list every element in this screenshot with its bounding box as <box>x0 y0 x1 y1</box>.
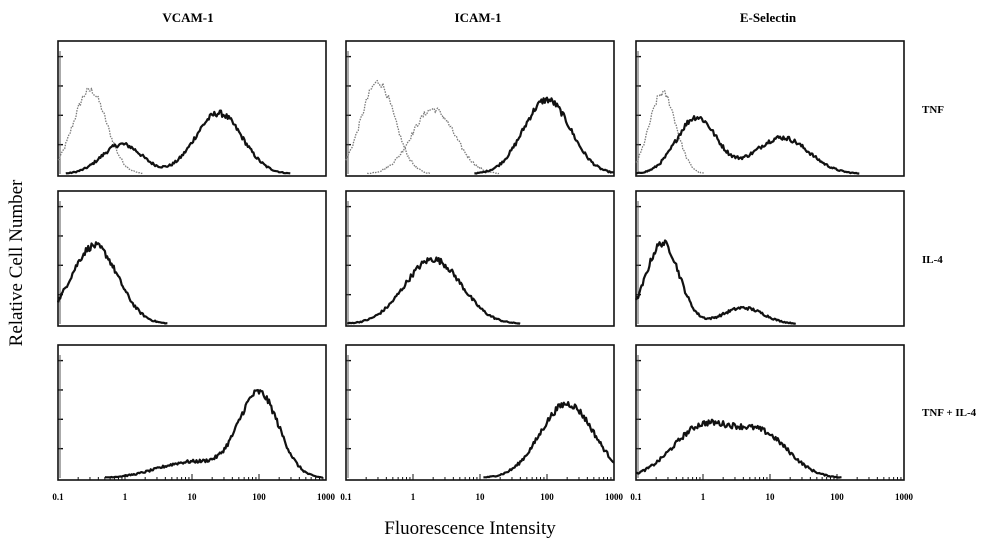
histogram-panel <box>635 344 905 481</box>
x-tick-label: 10 <box>766 492 776 502</box>
x-tick-label: 0.1 <box>340 492 352 502</box>
control-histogram-trace <box>367 107 500 175</box>
histogram-panel <box>634 190 905 327</box>
y-axis-label: Relative Cell Number <box>6 179 27 346</box>
panel-frame <box>345 190 615 327</box>
histogram-panel <box>345 344 615 481</box>
panel-frame <box>635 344 905 481</box>
column-title-vcam1: VCAM-1 <box>162 10 213 25</box>
x-tick-label: 1000 <box>895 492 914 502</box>
panel-frame <box>345 40 615 177</box>
histogram-panel <box>345 40 615 177</box>
x-tick-label: 100 <box>830 492 844 502</box>
control-histogram-trace <box>635 89 705 174</box>
stained-histogram-trace <box>104 388 323 479</box>
row-label-il4: IL-4 <box>922 254 943 266</box>
stained-histogram-trace <box>56 241 168 325</box>
row-label-tnf: TNF <box>922 104 944 116</box>
control-histogram-trace <box>345 79 432 174</box>
stained-histogram-trace <box>347 256 521 325</box>
x-tick-label: 1000 <box>317 492 336 502</box>
x-tick-label: 1 <box>123 492 128 502</box>
row-label-tnf-il4: TNF + IL-4 <box>922 407 977 419</box>
column-title-eselectin: E-Selectin <box>740 10 797 25</box>
histogram-panel <box>345 190 615 327</box>
x-tick-label: 0.1 <box>630 492 642 502</box>
x-tick-label: 1 <box>701 492 706 502</box>
x-tick-label: 10 <box>188 492 198 502</box>
x-tick-label: 0.1 <box>52 492 64 502</box>
histogram-panel <box>56 190 327 327</box>
histogram-panel <box>635 40 905 177</box>
x-tick-label: 1000 <box>605 492 624 502</box>
histogram-panel <box>57 344 327 481</box>
panel-frame <box>635 190 905 327</box>
stained-histogram-trace <box>483 401 615 479</box>
x-tick-label: 1 <box>411 492 416 502</box>
panel-frame <box>635 40 905 177</box>
control-histogram-trace <box>57 87 144 175</box>
stained-histogram-trace <box>636 418 842 479</box>
stained-histogram-trace <box>65 109 291 175</box>
histogram-panel <box>57 40 327 177</box>
x-tick-labels: 0.1 1 10 100 1000 0.1 1 10 100 1000 0.1 1 10 100 1000 <box>52 492 913 502</box>
panel-frame <box>57 190 327 327</box>
panel-frame <box>57 40 327 177</box>
stained-histogram-trace <box>634 239 797 325</box>
stained-histogram-trace <box>635 115 860 175</box>
panel-frame <box>345 344 615 481</box>
x-tick-label: 100 <box>252 492 266 502</box>
x-axis-label: Fluorescence Intensity <box>384 518 556 539</box>
x-tick-label: 10 <box>476 492 486 502</box>
stained-histogram-trace <box>474 96 615 175</box>
panel-grid <box>56 40 905 481</box>
x-tick-label: 100 <box>540 492 554 502</box>
column-title-icam1: ICAM-1 <box>455 10 502 25</box>
